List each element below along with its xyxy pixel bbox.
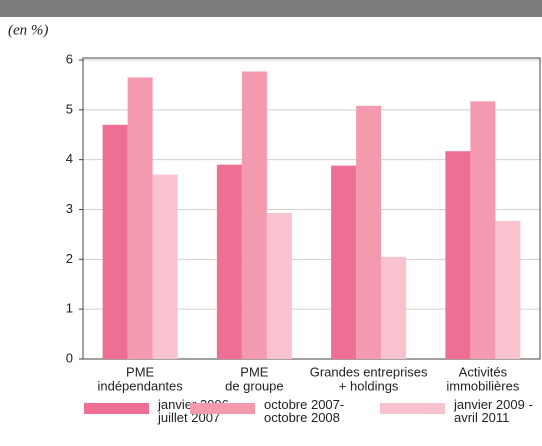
bar	[152, 174, 178, 359]
y-tick-label: 4	[66, 151, 73, 166]
legend-swatch	[380, 403, 445, 414]
bar	[356, 105, 382, 359]
y-tick-label: 0	[66, 350, 73, 365]
bar	[102, 124, 128, 360]
bar	[445, 151, 471, 359]
y-tick-label: 5	[66, 101, 73, 116]
legend-swatch	[190, 403, 255, 414]
x-tick-label: + holdings	[339, 378, 399, 393]
x-tick-label: indépendantes	[97, 378, 183, 393]
bar	[127, 77, 153, 360]
legend-item: janvier 2009 - avril 2011	[380, 398, 542, 424]
legend-swatch	[84, 403, 149, 414]
y-tick-label: 1	[66, 301, 73, 316]
legend-item: octobre 2007- octobre 2008	[190, 398, 352, 424]
bar	[266, 212, 292, 359]
x-tick-label: immobilières	[446, 378, 519, 393]
bar	[381, 256, 407, 359]
x-tick-label: PME	[240, 364, 269, 379]
bar	[470, 101, 496, 359]
bar	[241, 71, 267, 359]
y-tick-label: 6	[66, 51, 73, 66]
x-tick-label: Grandes entreprises	[310, 364, 428, 379]
unit-label: (en %)	[8, 22, 48, 38]
x-tick-label: PME	[126, 364, 155, 379]
header-bar	[0, 0, 542, 17]
bar	[216, 164, 242, 359]
bar	[331, 165, 357, 359]
legend-label: octobre 2007- octobre 2008	[264, 398, 345, 425]
y-tick-label: 3	[66, 201, 73, 216]
y-tick-label: 2	[66, 251, 73, 266]
x-tick-label: Activités	[459, 364, 508, 379]
legend-label: janvier 2009 - avril 2011	[454, 398, 533, 425]
bar	[495, 220, 521, 359]
plot-frame	[82, 57, 541, 360]
x-tick-label: de groupe	[225, 378, 284, 393]
